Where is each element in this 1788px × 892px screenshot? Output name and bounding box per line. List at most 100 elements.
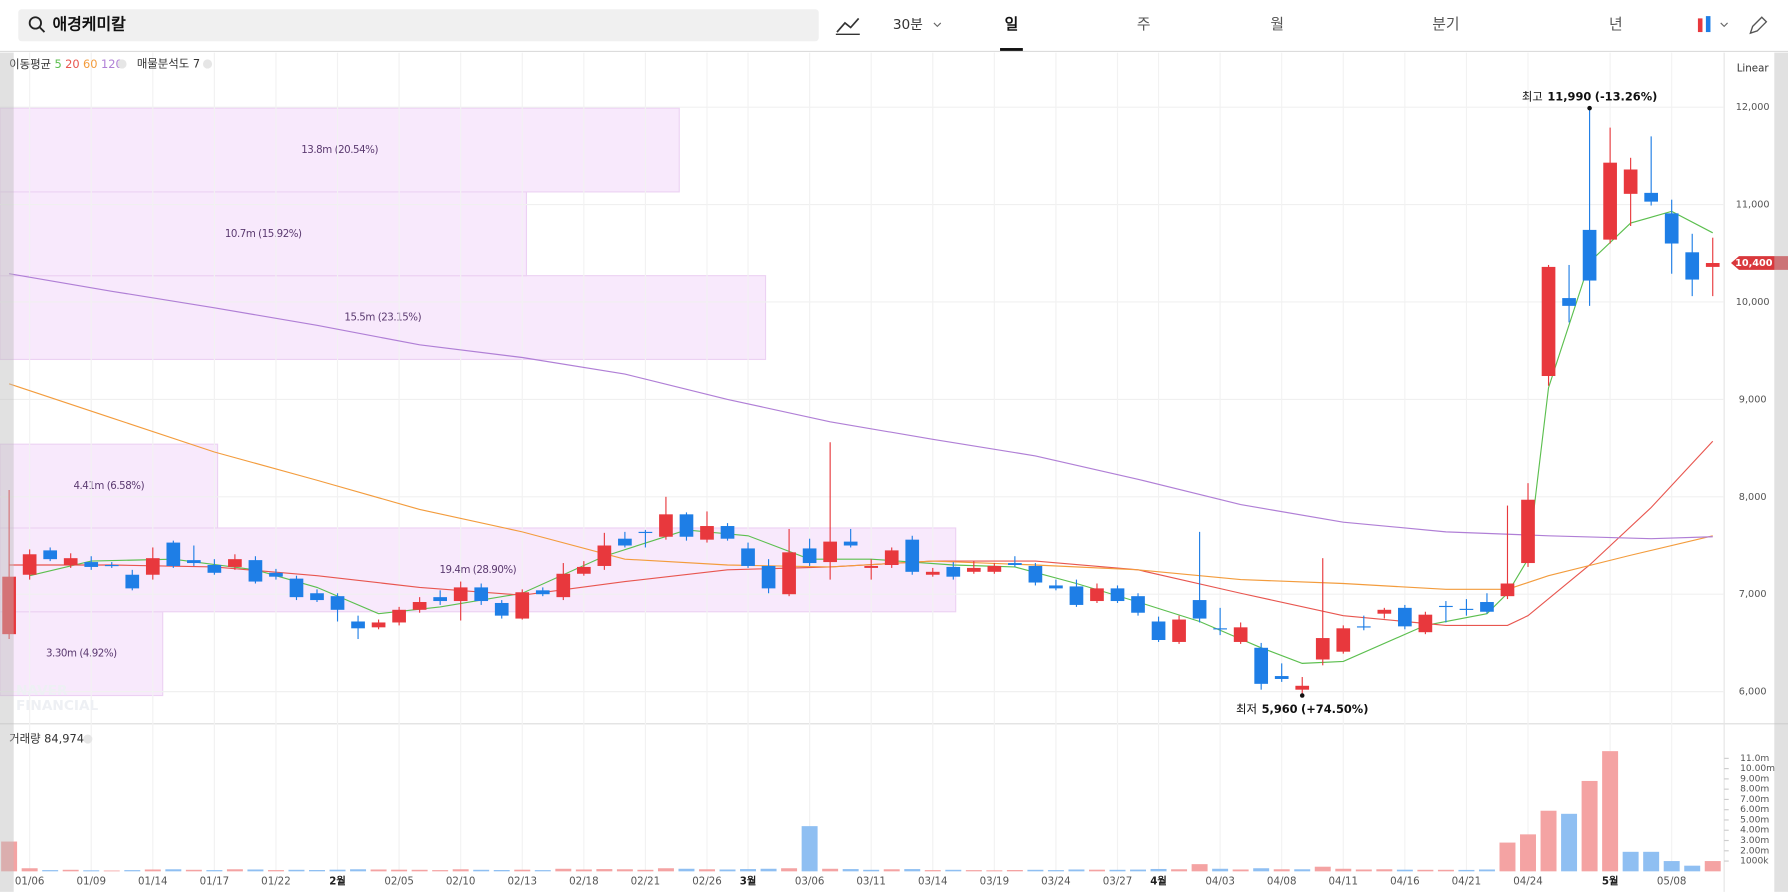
y-tick-label: 6,000 (1739, 687, 1767, 698)
candle-body (1110, 588, 1125, 602)
candle-body (1336, 628, 1351, 652)
volume-bar (329, 869, 346, 872)
volume-tick-label: 3.00m (1740, 836, 1769, 846)
x-tick-label: 02/13 (507, 876, 537, 888)
volume-profile-label: 3.30m (4.92%) (46, 648, 117, 660)
volume-bar (1130, 869, 1147, 872)
volume-bar (124, 870, 141, 872)
volume-bar (1273, 869, 1290, 872)
candle-body (741, 548, 755, 566)
volume-bar (165, 869, 182, 872)
volume-profile-label: 19.4m (28.90%) (439, 564, 516, 576)
candle-body (392, 609, 406, 623)
volume-bar (1088, 869, 1105, 872)
candle-body (1233, 627, 1248, 642)
volume-tick-label: 8.00m (1740, 785, 1769, 795)
x-tick-label: 02/10 (446, 876, 476, 888)
last-price-tag (1730, 256, 1788, 270)
volume-profile-bar (0, 275, 767, 361)
watermark: NAVER (16, 683, 68, 699)
volume-bar (514, 869, 531, 872)
period-tab[interactable]: 일 (1005, 16, 1019, 33)
volume-bar (1602, 751, 1619, 872)
volume-bar (206, 870, 223, 872)
scale-mode[interactable]: Linear (1737, 63, 1770, 75)
extreme-annotation: 최저 5,960 (+74.50%) (1236, 702, 1368, 716)
volume-bar (842, 869, 859, 872)
volume-bar (1253, 868, 1270, 872)
x-tick-label: 01/09 (76, 876, 106, 888)
volume-bar (473, 869, 490, 872)
volume-bar (924, 870, 941, 872)
candle-body (1254, 647, 1269, 684)
legend-close[interactable] (117, 59, 127, 69)
period-tabs: 일 주 월 분기 년 (1000, 16, 1623, 52)
interval-select[interactable]: 30분 (893, 17, 923, 33)
candle-body (43, 550, 58, 560)
volume-bar (637, 869, 654, 872)
candle-body (905, 539, 920, 572)
volume-bar (555, 868, 572, 872)
candle-body (1705, 263, 1720, 267)
volume-bar (596, 869, 613, 872)
draw-icon[interactable] (1749, 16, 1768, 35)
volume-bar (575, 869, 592, 872)
candle-body (1500, 583, 1515, 597)
volume-bar (1068, 869, 1085, 872)
period-tab[interactable]: 년 (1609, 16, 1623, 33)
candle-body (823, 541, 837, 563)
volume-bar (1232, 869, 1249, 872)
volume-bar (309, 869, 325, 872)
x-tick-label: 03/14 (918, 876, 948, 888)
candle-body (371, 622, 386, 628)
candle-body (351, 621, 365, 629)
candle-body (556, 573, 571, 598)
search-icon[interactable] (28, 16, 42, 30)
volume-bar (657, 868, 674, 872)
volume-bar (1335, 868, 1352, 872)
period-tab[interactable]: 월 (1270, 16, 1284, 33)
search-box[interactable] (18, 9, 819, 42)
y-tick-label: 12,000 (1736, 102, 1770, 113)
candle-body (248, 560, 263, 582)
y-tick-label: 10,000 (1736, 297, 1770, 308)
x-tick-label: 04/21 (1452, 876, 1482, 888)
volume-bar (83, 870, 100, 872)
candle-body (576, 566, 591, 574)
volume-bar (391, 869, 408, 872)
volume-bar (1191, 864, 1208, 872)
candle-body (618, 538, 632, 546)
volume-bar (1212, 868, 1229, 872)
candle-body (1459, 608, 1474, 610)
legend-close[interactable] (202, 59, 213, 69)
volume-bar (21, 868, 38, 872)
volume-bar (781, 868, 798, 872)
volume-bar (1663, 861, 1680, 872)
period-tab[interactable]: 주 (1137, 16, 1151, 33)
selected-tab-indicator (1000, 48, 1023, 52)
volume-tick-label: 1000k (1740, 857, 1769, 867)
volume-bar (904, 869, 921, 872)
ma-legend-item: 60 (83, 56, 98, 70)
candle-body (1192, 600, 1207, 619)
volume-bar (1643, 851, 1660, 872)
volume-bar (267, 870, 284, 872)
volume-bar (1704, 861, 1721, 872)
volume-bar (534, 870, 551, 872)
volume-bar (1, 841, 18, 872)
legend-close[interactable] (83, 734, 93, 744)
volume-bar (62, 869, 79, 872)
volume-tick-label: 2.00m (1740, 846, 1769, 856)
candle-body (1439, 605, 1453, 608)
candle-body (269, 572, 283, 577)
period-tab[interactable]: 분기 (1432, 16, 1459, 33)
search-query[interactable]: 애경케미칼 (52, 15, 126, 34)
volume-bar (42, 870, 59, 872)
volume-bar (1478, 869, 1495, 872)
candle-body (84, 562, 99, 567)
candle-body (125, 574, 140, 589)
candle-icon[interactable] (1697, 18, 1703, 33)
volume-bar (1150, 868, 1167, 872)
indicator-icon[interactable] (836, 17, 860, 33)
